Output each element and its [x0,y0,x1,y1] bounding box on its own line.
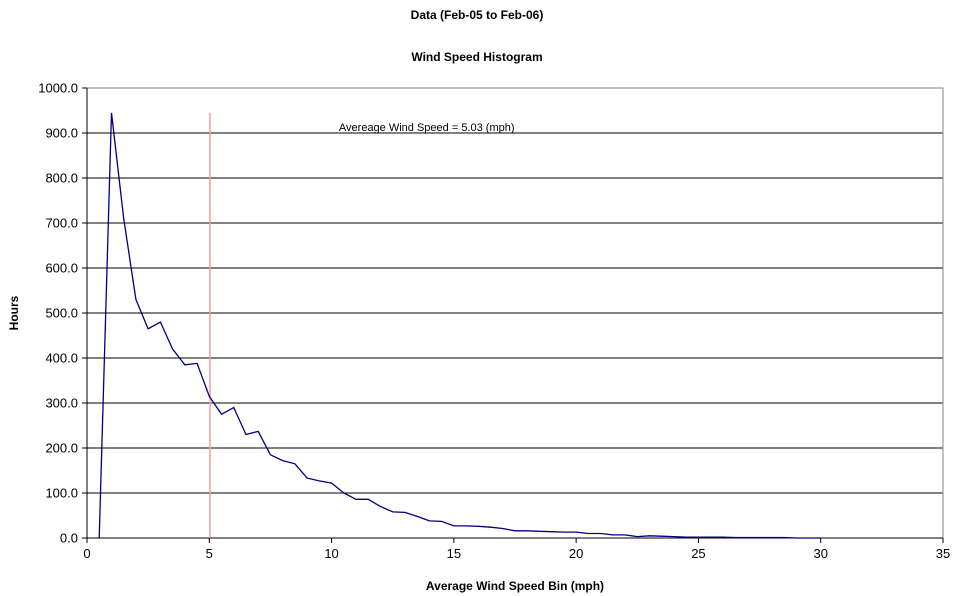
y-tick-label: 700.0 [45,216,78,231]
x-tick-label: 30 [813,546,827,561]
x-tick-label: 15 [447,546,461,561]
average-wind-speed-annotation: Avereage Wind Speed = 5.03 (mph) [339,122,515,134]
series-line-hours [98,112,821,539]
y-tick-label: 900.0 [45,126,78,141]
y-tick-label: 100.0 [45,486,78,501]
x-axis-ticks: 0 5 10 15 20 25 30 35 [83,538,950,561]
y-axis-ticks: 0.0 100.0 200.0 300.0 400.0 500.0 600.0 700.0 80… [38,81,87,546]
y-tick-label: 0.0 [60,531,78,546]
y-tick-label: 400.0 [45,351,78,366]
y-tick-label: 600.0 [45,261,78,276]
y-tick-label: 500.0 [45,306,78,321]
x-tick-label: 5 [206,546,213,561]
x-tick-label: 35 [936,546,950,561]
x-tick-label: 10 [324,546,338,561]
x-tick-label: 25 [691,546,705,561]
y-tick-label: 800.0 [45,171,78,186]
y-tick-label: 1000.0 [38,81,78,96]
y-axis-label: Hours [7,295,21,330]
chart-title: Data (Feb-05 to Feb-06) [410,8,544,22]
x-tick-label: 0 [83,546,90,561]
x-tick-label: 20 [569,546,583,561]
grid-lines [87,87,943,494]
chart-subtitle: Wind Speed Histogram [411,50,543,64]
y-tick-label: 200.0 [45,441,78,456]
x-axis-label: Average Wind Speed Bin (mph) [426,579,604,593]
y-tick-label: 300.0 [45,396,78,411]
